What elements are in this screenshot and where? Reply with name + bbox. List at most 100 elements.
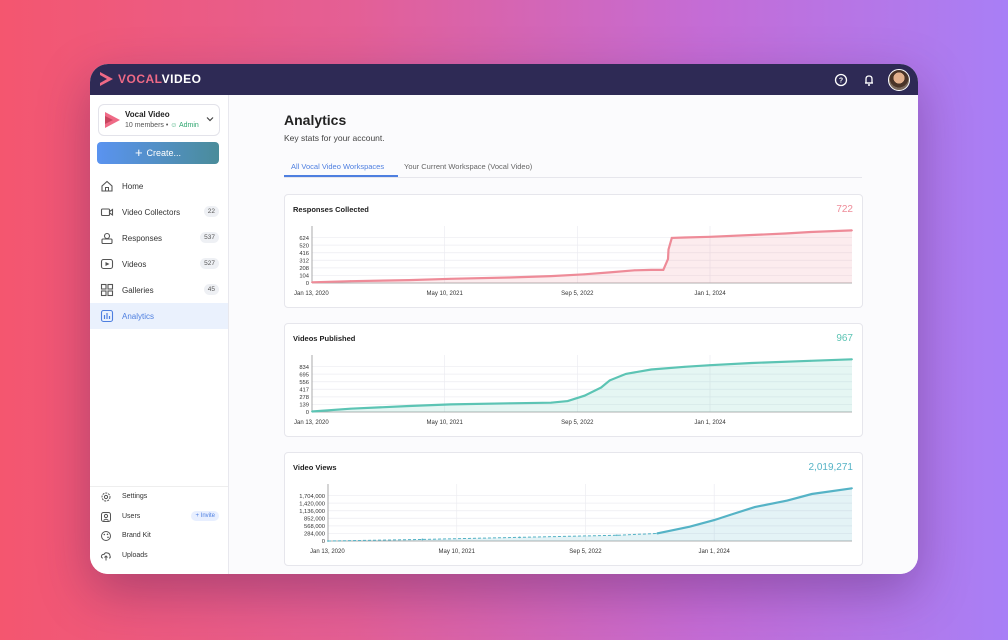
y-tick-label: 0 <box>306 410 309 416</box>
chart-title: Videos Published <box>293 334 356 343</box>
app-window: VOCALVIDEO ? Vocal Video 10 members • ☺ … <box>90 64 918 574</box>
nav-item-responses[interactable]: Responses 537 <box>90 225 228 251</box>
user-avatar[interactable] <box>888 69 910 91</box>
x-tick-label: May 10, 2021 <box>426 420 463 426</box>
nav-label: Galleries <box>122 286 154 295</box>
data-point <box>408 279 411 281</box>
nav-item-home[interactable]: Home <box>90 173 228 199</box>
workspace-name: Vocal Video <box>125 110 170 119</box>
data-point <box>809 359 812 362</box>
y-tick-label: 568,000 <box>304 524 325 530</box>
nav-item-users[interactable]: Users + Invite <box>90 507 228 527</box>
nav-label: Videos <box>122 260 147 269</box>
data-point <box>421 538 424 541</box>
data-point <box>508 402 511 405</box>
data-point <box>656 532 659 535</box>
data-point <box>311 281 313 284</box>
workspace-role-label: Admin <box>178 122 199 129</box>
y-tick-label: 852,000 <box>304 516 325 522</box>
inbox-icon <box>101 232 113 245</box>
data-point <box>683 236 686 239</box>
workspace-logo-icon <box>105 112 120 128</box>
svg-text:?: ? <box>839 78 843 85</box>
vocal-video-logo[interactable]: VOCALVIDEO <box>98 71 201 87</box>
x-tick-label: May 10, 2021 <box>439 549 476 555</box>
y-tick-label: 208 <box>299 266 309 272</box>
page-subtitle: Key stats for your account. <box>284 133 385 143</box>
data-point <box>518 536 521 539</box>
notification-bell-icon[interactable] <box>860 71 878 89</box>
workspace-role: ☺ Admin <box>170 122 199 129</box>
x-tick-label: Jan 13, 2020 <box>294 420 329 426</box>
active-tab-indicator <box>284 175 398 177</box>
chevron-down-icon <box>206 117 214 122</box>
x-tick-label: Sep 5, 2022 <box>569 549 602 555</box>
nav-label: Uploads <box>122 551 148 559</box>
plus-icon: + <box>134 145 143 160</box>
nav-item-galleries[interactable]: Galleries 45 <box>90 277 228 303</box>
page-title: Analytics <box>284 112 347 128</box>
video-camera-icon <box>100 208 114 217</box>
y-tick-label: 284,000 <box>304 532 325 538</box>
data-point <box>550 401 552 404</box>
data-point <box>851 358 853 361</box>
count-badge: 22 <box>203 206 219 217</box>
chart-total: 967 <box>836 333 853 344</box>
chart-total: 2,019,271 <box>808 462 854 473</box>
videos-chart-card: Videos Published 967 0 139 278 417 556 695 834… <box>284 323 863 437</box>
nav-label: Video Collectors <box>122 208 181 217</box>
create-button[interactable]: + Create... <box>97 142 219 164</box>
data-point <box>667 248 670 251</box>
x-tick-label: Jan 1, 2024 <box>694 420 726 426</box>
help-icon[interactable]: ? <box>832 71 850 89</box>
user-icon <box>101 511 111 522</box>
data-point <box>608 379 611 382</box>
nav-label: Responses <box>122 234 163 243</box>
data-point <box>650 368 653 371</box>
x-tick-label: Sep 5, 2022 <box>561 291 594 297</box>
data-point <box>713 519 716 522</box>
nav-label: Analytics <box>122 312 155 321</box>
data-point <box>650 268 653 271</box>
x-tick-label: Jan 13, 2020 <box>310 549 345 555</box>
y-tick-label: 0 <box>322 539 325 545</box>
data-point <box>327 540 329 542</box>
y-tick-label: 104 <box>299 274 309 280</box>
data-point <box>408 405 411 407</box>
main-content: Analytics Key stats for your account. Al… <box>229 95 918 574</box>
nav-item-brand-kit[interactable]: Brand Kit <box>90 526 228 546</box>
data-point <box>608 271 611 274</box>
nav-item-uploads[interactable]: Uploads <box>90 546 228 566</box>
chart-icon <box>100 309 114 323</box>
data-point <box>784 232 787 235</box>
data-point <box>810 493 813 495</box>
data-point <box>809 231 812 233</box>
tab-current-workspace[interactable]: Your Current Workspace (Vocal Video) <box>404 162 533 171</box>
logo-play-icon <box>100 72 113 86</box>
workspace-switcher[interactable]: Vocal Video 10 members • ☺ Admin <box>98 104 220 136</box>
y-tick-label: 834 <box>299 365 309 371</box>
views-chart-card: Video Views 2,019,271 0 284,000 568,000 852… <box>284 452 863 566</box>
y-tick-label: 0 <box>306 281 309 287</box>
count-badge: 45 <box>203 284 219 295</box>
data-point <box>616 534 618 537</box>
y-tick-label: 416 <box>299 251 309 257</box>
data-point <box>311 410 313 413</box>
y-tick-label: 278 <box>299 395 309 401</box>
data-point <box>625 372 627 375</box>
nav-item-video-collectors[interactable]: Video Collectors 22 <box>90 199 228 225</box>
invite-button[interactable]: + Invite <box>191 510 219 521</box>
gear-icon <box>101 492 111 502</box>
nav-item-videos[interactable]: Videos 527 <box>90 251 228 277</box>
chart-total: 722 <box>836 204 853 215</box>
nav-item-analytics[interactable]: Analytics <box>90 303 228 329</box>
nav-item-settings[interactable]: Settings <box>90 487 228 507</box>
data-point <box>753 506 756 508</box>
tab-all-workspaces[interactable]: All Vocal Video Workspaces <box>291 162 385 171</box>
y-tick-label: 624 <box>299 236 309 242</box>
count-badge: 527 <box>200 258 219 269</box>
data-point <box>750 234 753 236</box>
nav-label: Users <box>122 512 141 520</box>
